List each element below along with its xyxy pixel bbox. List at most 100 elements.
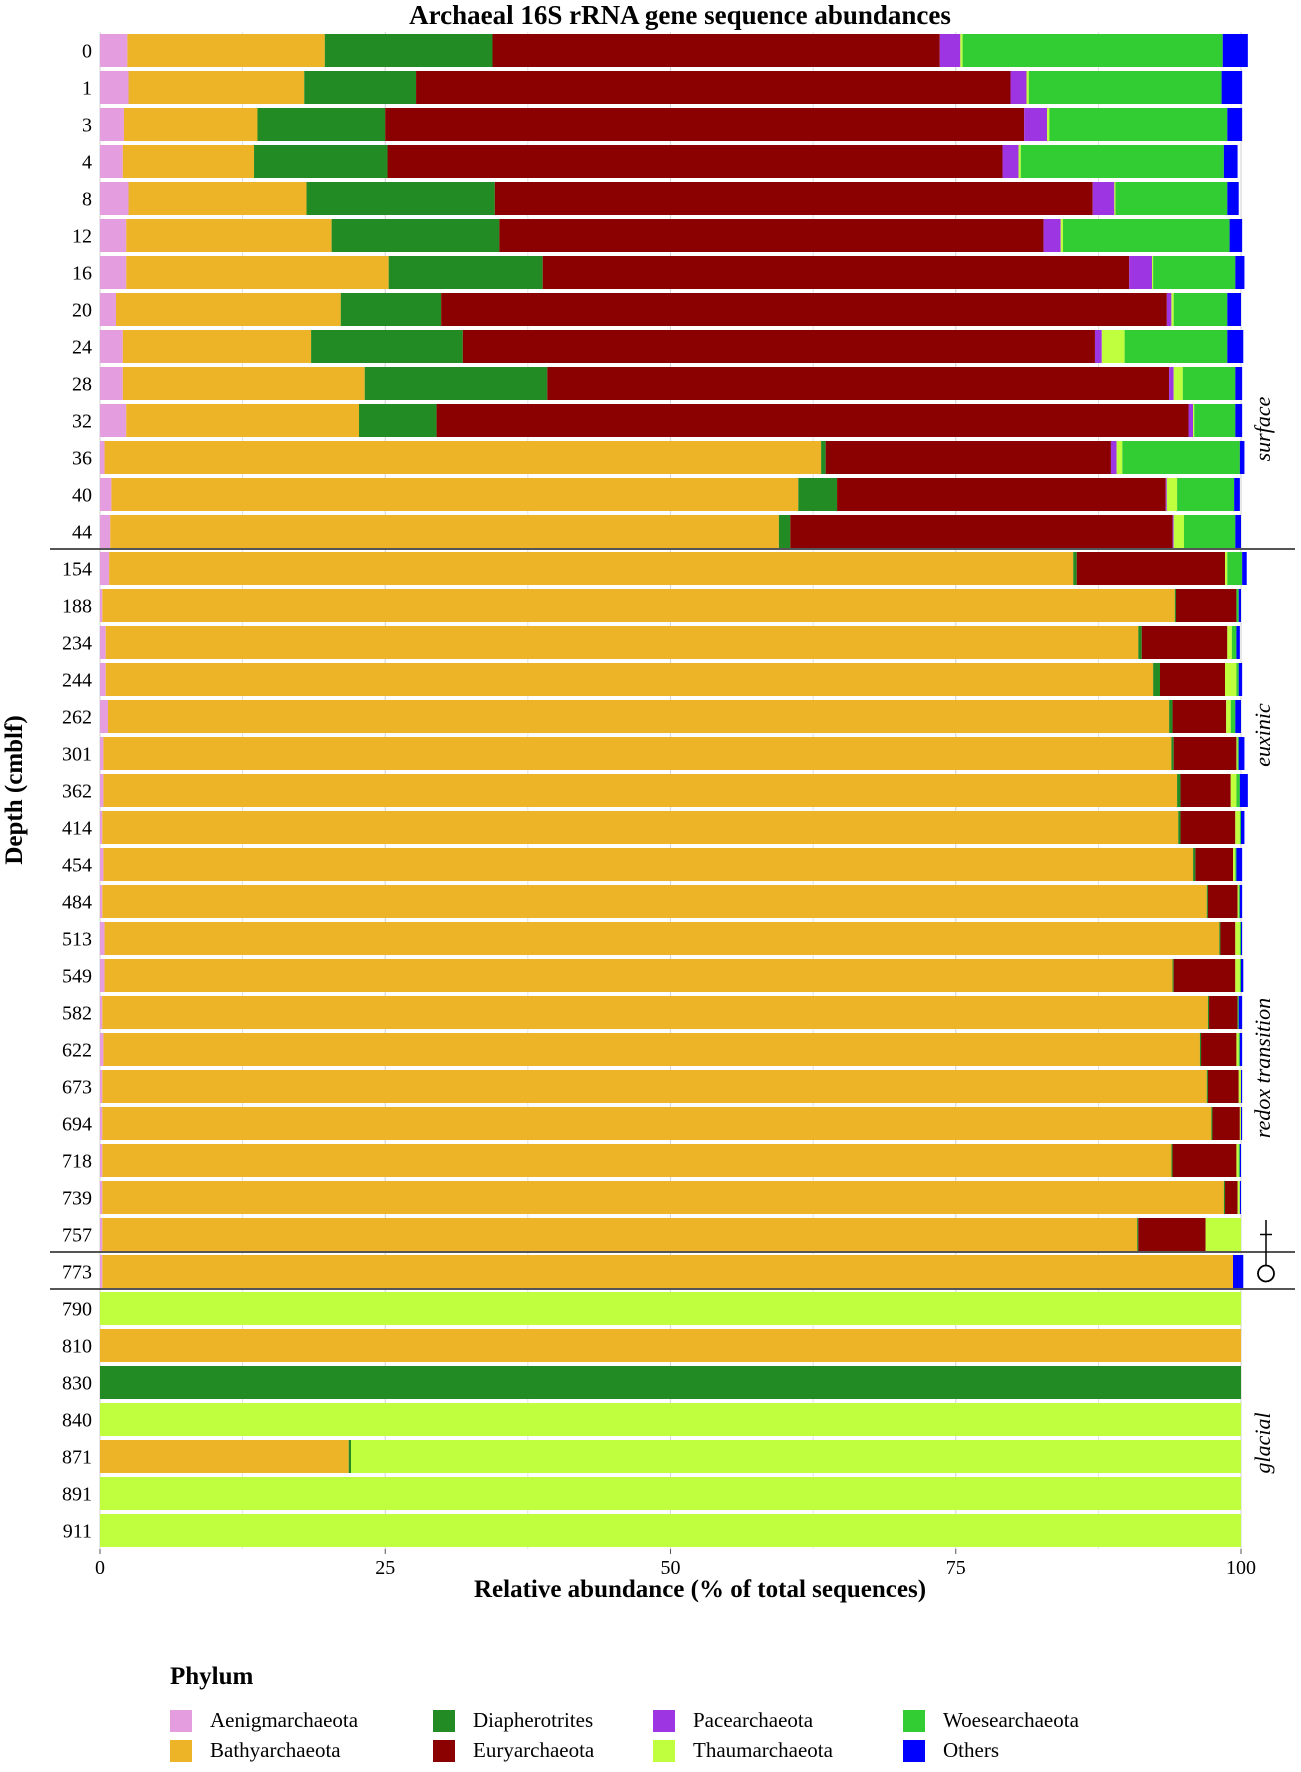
bar-segment — [1060, 219, 1064, 252]
bar-segment — [1138, 1218, 1206, 1251]
y-tick-label: 362 — [62, 781, 92, 803]
bar-segment — [100, 1144, 103, 1177]
bar-segment — [100, 1440, 349, 1473]
bar-segment — [1188, 404, 1194, 437]
y-tick-label: 694 — [62, 1114, 92, 1136]
zone-labels: surface euxinic redox transition glacial — [1250, 396, 1275, 1473]
bar-segment — [100, 256, 127, 289]
bar-segment — [1236, 1033, 1239, 1066]
bar-segment — [1235, 922, 1240, 955]
bar-segment — [1207, 1070, 1239, 1103]
bar-segment — [1182, 367, 1236, 400]
bar-segment — [102, 1181, 1224, 1214]
bar-segment — [1238, 1144, 1240, 1177]
bar-segment — [416, 71, 1011, 104]
bar-segment — [110, 515, 779, 548]
legend-swatch — [903, 1739, 925, 1762]
legend-item: Woesearchaeota — [903, 1708, 1079, 1733]
bar-segment — [790, 515, 1173, 548]
bar-segment — [127, 34, 325, 67]
bar-segment — [100, 626, 106, 659]
bar-segment — [1227, 108, 1243, 141]
bar-segment — [1241, 1107, 1243, 1140]
bar-segment — [122, 367, 365, 400]
y-tick-label: 0 — [82, 41, 92, 63]
bar-segment — [1122, 441, 1240, 474]
bar-segment — [1209, 996, 1238, 1029]
marker-circle — [1257, 1264, 1275, 1283]
chart-title: Archaeal 16S rRNA gene sequence abundanc… — [409, 0, 951, 30]
y-axis-title: Depth (cmblf) — [1, 715, 28, 864]
bar-segment — [1238, 589, 1241, 622]
bar-segment — [100, 145, 123, 178]
y-tick-label: 3 — [82, 115, 92, 137]
bar-segment — [1195, 848, 1234, 881]
bar-segment — [100, 1292, 1241, 1325]
y-tick-label: 12 — [72, 226, 92, 248]
bar-segment — [1219, 922, 1221, 955]
bar-segment — [1239, 959, 1241, 992]
bar-segment — [1173, 737, 1237, 770]
bar-segment — [547, 367, 1170, 400]
bar-segment — [1020, 145, 1224, 178]
bar-segment — [1173, 959, 1236, 992]
y-tick-label: 810 — [62, 1336, 92, 1358]
bar-segment — [1225, 1181, 1238, 1214]
bar-segment — [122, 145, 255, 178]
bar-segment — [1010, 71, 1027, 104]
bar-segment — [103, 1033, 1200, 1066]
bar-segment — [1110, 441, 1117, 474]
bar-segment — [385, 108, 1025, 141]
bar-segment — [100, 1366, 1241, 1399]
bar-segment — [1024, 108, 1048, 141]
bar-segment — [311, 330, 463, 363]
bar-segment — [100, 848, 104, 881]
bar-segment — [1177, 774, 1181, 807]
bar-segment — [1222, 34, 1248, 67]
y-tick-label: 757 — [62, 1225, 92, 1247]
bar-segment — [331, 219, 500, 252]
y-tick-label: 4 — [82, 152, 92, 174]
bar-segment — [1018, 145, 1021, 178]
bar-segment — [1227, 182, 1239, 215]
bar-segment — [254, 145, 388, 178]
x-axis-title: Relative abundance (% of total sequences… — [474, 1576, 926, 1603]
bar-segment — [1173, 515, 1184, 548]
bar-segment — [128, 71, 305, 104]
bar-segment — [306, 182, 495, 215]
y-tick-label: 891 — [62, 1484, 92, 1506]
y-tick-label: 32 — [72, 411, 92, 433]
bar-segment — [436, 404, 1189, 437]
zone-separators — [50, 548, 1295, 1290]
bar-segment — [1169, 367, 1174, 400]
bar-segment — [1115, 182, 1228, 215]
y-tick-label: 830 — [62, 1373, 92, 1395]
bar-segment — [103, 774, 1178, 807]
bar-segment — [100, 1255, 103, 1288]
bar-segment — [1239, 1107, 1241, 1140]
bar-segment — [1236, 626, 1240, 659]
legend-swatch — [433, 1739, 455, 1762]
bar-segment — [492, 34, 940, 67]
bar-segment — [1094, 330, 1102, 363]
bar-segment — [1207, 885, 1238, 918]
bar-segment — [100, 367, 123, 400]
bar-segment — [1049, 108, 1228, 141]
bar-segment — [100, 441, 105, 474]
bar-segment — [1129, 256, 1153, 289]
bar-segment — [960, 34, 963, 67]
bar-segment — [340, 293, 442, 326]
bar-segment — [100, 737, 104, 770]
bar-segment — [1239, 811, 1241, 844]
bar-segment — [387, 145, 1003, 178]
bar-segment — [1178, 811, 1181, 844]
x-tick-labels: 0 25 50 75 100 — [95, 1549, 1256, 1579]
bar-segment — [1242, 552, 1247, 585]
bar-segment — [1237, 885, 1239, 918]
bar-segment — [1172, 700, 1227, 733]
bar-segment — [100, 552, 110, 585]
bar-segment — [1141, 626, 1228, 659]
legend-swatch — [653, 1739, 675, 1762]
bar-segment — [115, 293, 341, 326]
bar-segment — [1238, 663, 1243, 696]
